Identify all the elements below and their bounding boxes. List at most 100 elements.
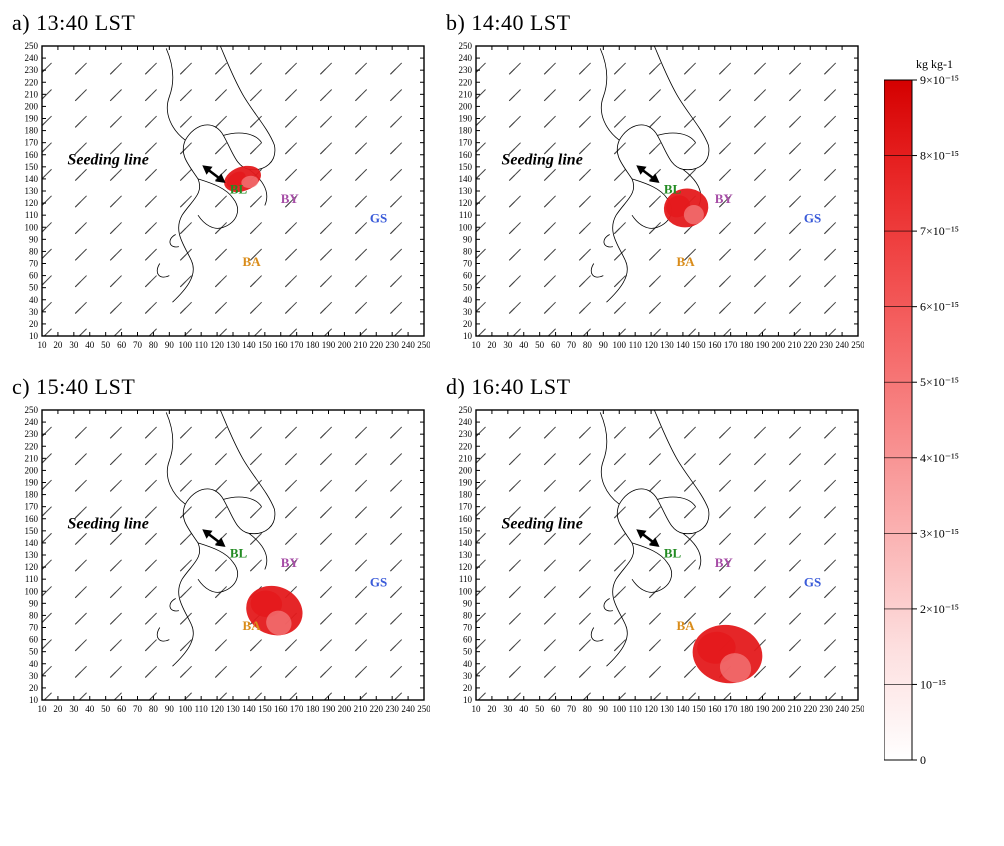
svg-text:30: 30 (29, 307, 39, 317)
svg-text:5×10⁻¹⁵: 5×10⁻¹⁵ (920, 375, 959, 389)
svg-text:60: 60 (463, 271, 473, 281)
svg-text:40: 40 (85, 704, 95, 714)
svg-text:20: 20 (463, 319, 473, 329)
svg-text:100: 100 (459, 222, 473, 232)
svg-text:40: 40 (29, 659, 39, 669)
svg-text:250: 250 (459, 41, 473, 51)
panel-b: b) 14:40 LSTSeeding lineBLBYGSBA10203040… (444, 10, 864, 360)
svg-text:0: 0 (920, 753, 926, 767)
svg-text:210: 210 (788, 704, 802, 714)
svg-text:40: 40 (519, 704, 529, 714)
colorbar: kg kg-19×10⁻¹⁵8×10⁻¹⁵7×10⁻¹⁵6×10⁻¹⁵5×10⁻… (884, 50, 994, 785)
panel-title: a) 13:40 LST (12, 10, 430, 36)
svg-text:230: 230 (819, 340, 833, 350)
svg-text:150: 150 (692, 704, 706, 714)
svg-text:230: 230 (819, 704, 833, 714)
svg-text:GS: GS (370, 210, 387, 225)
svg-text:240: 240 (401, 340, 415, 350)
svg-text:220: 220 (370, 704, 384, 714)
panel-a: a) 13:40 LSTSeeding lineBLBYGSBA10203040… (10, 10, 430, 360)
plot-svg: Seeding lineBLBYGSBA10203040506070809010… (444, 404, 864, 724)
svg-text:90: 90 (29, 234, 39, 244)
svg-text:240: 240 (835, 704, 849, 714)
svg-text:180: 180 (306, 340, 320, 350)
svg-text:80: 80 (29, 610, 39, 620)
plot-svg: Seeding lineBLBYGSBA10203040506070809010… (10, 404, 430, 724)
svg-text:200: 200 (25, 465, 39, 475)
svg-text:90: 90 (165, 704, 175, 714)
svg-text:170: 170 (290, 704, 304, 714)
svg-text:9×10⁻¹⁵: 9×10⁻¹⁵ (920, 73, 959, 87)
svg-text:90: 90 (599, 704, 609, 714)
svg-text:20: 20 (53, 340, 63, 350)
svg-text:110: 110 (629, 704, 643, 714)
panel-title: c) 15:40 LST (12, 374, 430, 400)
svg-text:160: 160 (708, 340, 722, 350)
svg-text:160: 160 (459, 150, 473, 160)
svg-text:220: 220 (804, 340, 818, 350)
colorbar-svg: kg kg-19×10⁻¹⁵8×10⁻¹⁵7×10⁻¹⁵6×10⁻¹⁵5×10⁻… (884, 50, 994, 780)
svg-text:50: 50 (463, 283, 473, 293)
svg-text:BY: BY (281, 191, 300, 206)
svg-text:120: 120 (459, 562, 473, 572)
svg-text:140: 140 (459, 538, 473, 548)
svg-text:130: 130 (25, 186, 39, 196)
panel-d: d) 16:40 LSTSeeding lineBLBYGSBA10203040… (444, 374, 864, 724)
svg-text:250: 250 (459, 405, 473, 415)
svg-text:120: 120 (644, 704, 658, 714)
svg-text:30: 30 (69, 704, 79, 714)
svg-text:90: 90 (165, 340, 175, 350)
svg-text:150: 150 (25, 526, 39, 536)
svg-text:70: 70 (463, 623, 473, 633)
svg-text:BY: BY (715, 555, 734, 570)
svg-text:10: 10 (472, 340, 482, 350)
svg-text:50: 50 (101, 704, 111, 714)
svg-text:80: 80 (29, 246, 39, 256)
svg-text:70: 70 (29, 259, 39, 269)
svg-text:110: 110 (629, 340, 643, 350)
svg-text:50: 50 (535, 340, 545, 350)
svg-text:130: 130 (660, 340, 674, 350)
svg-text:130: 130 (459, 550, 473, 560)
svg-text:190: 190 (459, 478, 473, 488)
svg-text:150: 150 (25, 162, 39, 172)
svg-text:240: 240 (835, 340, 849, 350)
svg-text:GS: GS (804, 210, 821, 225)
svg-text:150: 150 (692, 340, 706, 350)
svg-text:210: 210 (25, 453, 39, 463)
svg-text:130: 130 (226, 340, 240, 350)
svg-text:180: 180 (25, 490, 39, 500)
svg-text:210: 210 (354, 704, 368, 714)
svg-text:210: 210 (459, 89, 473, 99)
svg-text:60: 60 (463, 635, 473, 645)
svg-text:140: 140 (242, 704, 256, 714)
svg-text:200: 200 (338, 340, 352, 350)
svg-text:GS: GS (804, 574, 821, 589)
svg-text:150: 150 (258, 340, 272, 350)
figure-root: a) 13:40 LSTSeeding lineBLBYGSBA10203040… (10, 10, 994, 785)
svg-text:230: 230 (459, 429, 473, 439)
svg-text:BL: BL (230, 181, 248, 196)
svg-text:170: 170 (724, 704, 738, 714)
svg-text:230: 230 (385, 704, 399, 714)
svg-text:210: 210 (459, 453, 473, 463)
svg-text:70: 70 (463, 259, 473, 269)
svg-text:20: 20 (29, 319, 39, 329)
panel-grid: a) 13:40 LSTSeeding lineBLBYGSBA10203040… (10, 10, 864, 724)
svg-text:180: 180 (740, 340, 754, 350)
svg-text:30: 30 (29, 671, 39, 681)
svg-text:160: 160 (25, 150, 39, 160)
svg-text:220: 220 (370, 340, 384, 350)
svg-text:80: 80 (149, 340, 159, 350)
svg-text:230: 230 (25, 65, 39, 75)
svg-text:180: 180 (306, 704, 320, 714)
plot-svg: Seeding lineBLBYGSBA10203040506070809010… (10, 40, 430, 360)
svg-text:8×10⁻¹⁵: 8×10⁻¹⁵ (920, 149, 959, 163)
svg-text:2×10⁻¹⁵: 2×10⁻¹⁵ (920, 602, 959, 616)
svg-text:50: 50 (535, 704, 545, 714)
svg-text:7×10⁻¹⁵: 7×10⁻¹⁵ (920, 224, 959, 238)
svg-text:Seeding line: Seeding line (501, 151, 582, 168)
svg-text:70: 70 (133, 340, 143, 350)
svg-text:170: 170 (459, 138, 473, 148)
svg-text:100: 100 (25, 586, 39, 596)
